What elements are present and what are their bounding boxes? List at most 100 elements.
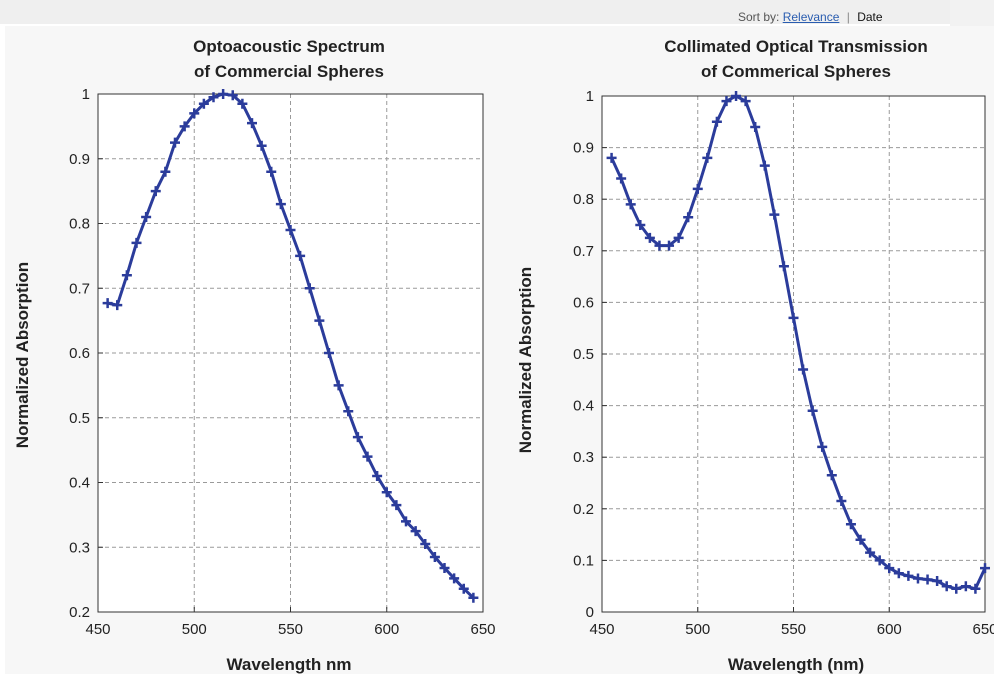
chart1-x-tick-label: 550 <box>278 621 303 638</box>
chart2-x-tick-label: 450 <box>589 621 614 638</box>
chart1-y-tick-label: 0.7 <box>69 280 90 297</box>
chart1-y-tick-label: 0.3 <box>69 539 90 556</box>
chart1-x-tick-label: 500 <box>182 621 207 638</box>
sort-date-link[interactable]: Date <box>857 10 883 24</box>
chart2-x-tick-label: 600 <box>877 621 902 638</box>
chart2-x-axis-label: Wavelength (nm) <box>728 655 864 674</box>
chart2-data-point <box>625 199 636 210</box>
sort-by-label: Sort by: <box>738 10 780 24</box>
chart1-data-point <box>468 592 479 603</box>
chart2-y-tick-label: 0.5 <box>573 346 594 363</box>
chart1-data-point <box>102 298 113 309</box>
chart1-y-axis-label: Normalized Absorption <box>13 262 32 448</box>
chart1-data-point <box>256 140 267 151</box>
chart2-data-point <box>664 240 675 251</box>
chart2-x-tick-label: 650 <box>972 621 994 638</box>
chart2-data-point <box>702 152 713 163</box>
chart2-data-point <box>865 547 876 558</box>
chart1-data-point <box>266 166 277 177</box>
chart1-y-tick-label: 0.9 <box>69 151 90 168</box>
chart1-data-point <box>449 573 460 584</box>
chart1-data-point <box>439 562 450 573</box>
chart2-data-point <box>970 583 981 594</box>
chart1-data-point <box>227 90 238 101</box>
chart1-data-point <box>112 300 123 311</box>
chart2-data-point <box>721 96 732 107</box>
chart1-data-point <box>275 199 286 210</box>
chart1-data-point <box>304 283 315 294</box>
chart2-data-point <box>855 534 866 545</box>
sort-separator: | <box>846 10 850 24</box>
chart1-data-point <box>189 108 200 119</box>
chart2-data-point <box>893 568 904 579</box>
chart1-data-point <box>160 166 171 177</box>
chart2-y-axis-label: Normalized Absorption <box>516 267 535 453</box>
chart2-data-point <box>759 160 770 171</box>
chart2-data-point <box>836 496 847 507</box>
chart1-data-point <box>410 526 421 537</box>
chart2-data-point <box>980 563 990 574</box>
chart2-y-tick-label: 0.2 <box>573 501 594 518</box>
chart2-data-point <box>798 364 809 375</box>
chart2-y-tick-label: 0.6 <box>573 294 594 311</box>
chart2-data-point <box>874 555 885 566</box>
chart2-data-point <box>912 573 923 584</box>
chart1-data-point <box>295 250 306 261</box>
chart2-data-point <box>922 574 933 585</box>
chart1-data-point <box>362 451 373 462</box>
chart2-data-point <box>616 173 627 184</box>
chart2-data-point <box>884 563 895 574</box>
chart2-title-line1: Collimated Optical Transmission <box>664 37 928 56</box>
chart1-data-point <box>237 98 248 109</box>
chart2-data-point <box>635 220 646 230</box>
chart2-data-point <box>606 152 617 163</box>
chart1-data-point <box>333 380 344 391</box>
chart2-data-point <box>845 519 856 530</box>
chart2-data-point <box>826 470 837 481</box>
chart1-data-point <box>150 186 161 197</box>
chart2-title-line2: of Commerical Spheres <box>701 62 891 81</box>
chart2-data-point <box>932 576 943 587</box>
chart2-data-point <box>644 232 655 243</box>
chart2-y-tick-label: 0.4 <box>573 398 594 415</box>
chart1-x-axis-label: Wavelength nm <box>227 655 352 674</box>
chart1-data-point <box>458 583 469 594</box>
chart2-data-point <box>654 240 665 251</box>
chart2-data-point <box>951 583 962 594</box>
chart2-y-tick-label: 1 <box>586 88 594 105</box>
chart2-y-tick-label: 0 <box>586 604 594 621</box>
chart2-data-point <box>960 581 971 592</box>
chart1-data-point <box>372 471 383 482</box>
chart2-x-tick-label: 550 <box>781 621 806 638</box>
chart1-data-point <box>179 121 190 132</box>
chart1-data-point <box>343 406 354 417</box>
chart1-data-point <box>429 551 440 562</box>
chart2-data-point <box>903 570 914 581</box>
chart1-data-point <box>208 92 219 103</box>
sort-relevance-link[interactable]: Relevance <box>782 10 840 24</box>
chart2-data-point <box>683 212 694 223</box>
chart1-data-point <box>420 539 431 550</box>
chart1-y-tick-label: 0.6 <box>69 345 90 362</box>
chart1-data-point <box>391 500 402 511</box>
chart1-data-point <box>131 237 142 248</box>
chart1-title-line2: of Commercial Spheres <box>194 62 384 81</box>
chart1-data-point <box>324 348 334 358</box>
chart2-data-point <box>692 183 703 194</box>
chart1-data-point <box>401 516 411 527</box>
chart2-y-tick-label: 0.1 <box>573 552 594 569</box>
chart1-y-tick-label: 0.5 <box>69 410 90 427</box>
chart2-data-point <box>817 441 828 452</box>
chart1-y-tick-label: 0.8 <box>69 216 90 233</box>
chart1-title-line1: Optoacoustic Spectrum <box>193 37 385 56</box>
chart1-x-tick-label: 450 <box>85 621 110 638</box>
chart1-data-point <box>170 137 180 148</box>
chart1-y-tick-label: 0.4 <box>69 475 90 492</box>
chart1-y-tick-label: 0.2 <box>69 604 90 621</box>
chart2-y-tick-label: 0.3 <box>573 449 594 466</box>
chart1-x-tick-label: 650 <box>470 621 495 638</box>
chart2-data-point <box>807 405 818 416</box>
chart1-data-point <box>121 270 132 281</box>
chart2-y-tick-label: 0.9 <box>573 140 594 157</box>
